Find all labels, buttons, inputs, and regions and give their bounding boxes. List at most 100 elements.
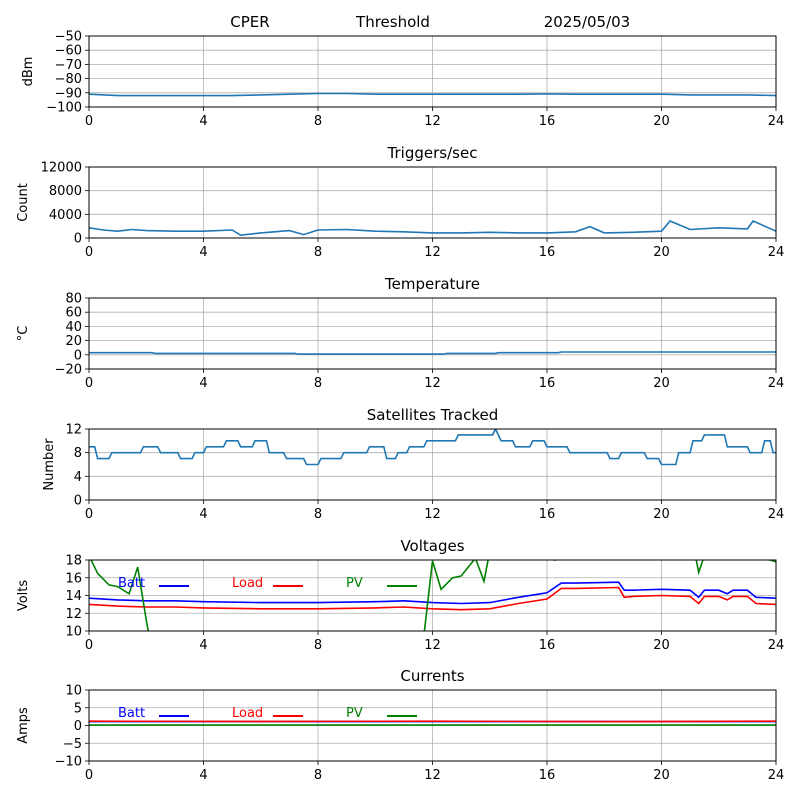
series-line-0 xyxy=(89,351,776,355)
x-tick-label: 20 xyxy=(653,245,670,260)
y-tick-label: −10 xyxy=(55,755,82,770)
legend-label-pv: PV xyxy=(346,576,363,591)
y-tick-label: 10 xyxy=(65,684,82,699)
x-tick-label: 12 xyxy=(424,507,441,522)
axes-frame xyxy=(88,559,777,632)
y-tick-label: 16 xyxy=(65,571,82,586)
axes-frame xyxy=(88,689,777,762)
x-tick-label: 16 xyxy=(539,638,556,653)
x-tick-label: 4 xyxy=(199,376,207,391)
series-line-pv xyxy=(90,560,776,631)
x-tick-label: 0 xyxy=(85,376,93,391)
x-tick-label: 24 xyxy=(768,768,785,783)
y-tick-label: 8000 xyxy=(49,184,82,199)
header-date: 2025/05/03 xyxy=(544,13,630,31)
y-tick-label: −5 xyxy=(63,737,82,752)
x-tick-label: 20 xyxy=(653,638,670,653)
y-axis-label: °C xyxy=(16,326,31,342)
x-tick-label: 4 xyxy=(199,507,207,522)
y-tick-label: 40 xyxy=(65,320,82,335)
x-tick-label: 0 xyxy=(85,245,93,260)
panel-title: Satellites Tracked xyxy=(367,406,498,424)
x-tick-label: 8 xyxy=(314,245,322,260)
x-tick-label: 8 xyxy=(314,768,322,783)
x-tick-label: 8 xyxy=(314,507,322,522)
panel-title: Currents xyxy=(400,667,464,685)
x-tick-label: 4 xyxy=(199,245,207,260)
axes-frame xyxy=(88,166,777,239)
legend-label-pv: PV xyxy=(346,706,363,721)
x-tick-label: 16 xyxy=(539,245,556,260)
y-tick-label: 0 xyxy=(74,494,82,509)
y-tick-label: −80 xyxy=(55,72,82,87)
y-tick-label: 0 xyxy=(74,232,82,247)
x-tick-label: 20 xyxy=(653,114,670,129)
y-tick-label: 14 xyxy=(65,589,82,604)
y-tick-label: 4000 xyxy=(49,208,82,223)
x-tick-label: 16 xyxy=(539,507,556,522)
y-tick-label: −60 xyxy=(55,44,82,59)
y-tick-label: 0 xyxy=(74,719,82,734)
axes-frame xyxy=(88,35,777,108)
header-mode: Threshold xyxy=(355,13,430,31)
x-tick-label: 24 xyxy=(768,245,785,260)
legend-label-batt: Batt xyxy=(118,706,145,721)
x-tick-label: 16 xyxy=(539,114,556,129)
x-tick-label: 8 xyxy=(314,376,322,391)
x-tick-label: 0 xyxy=(85,638,93,653)
x-tick-label: 0 xyxy=(85,507,93,522)
y-tick-label: 0 xyxy=(74,348,82,363)
panel-4: Voltages 0 4 8 12 16 20 24 10 12 14 16 18 Volts Batt Lo… xyxy=(16,537,784,653)
plots: 0 4 8 12 16 20 24−100−90−80−70−60−50dBmTrigger… xyxy=(16,30,784,784)
y-tick-label: 5 xyxy=(74,701,82,716)
y-tick-label: 18 xyxy=(65,554,82,569)
series-line-0 xyxy=(89,92,776,97)
y-axis-label: Number xyxy=(42,438,57,491)
x-tick-label: 20 xyxy=(653,768,670,783)
y-tick-label: 8 xyxy=(74,446,82,461)
series-line-0 xyxy=(89,220,776,237)
x-tick-label: 0 xyxy=(85,768,93,783)
x-tick-label: 12 xyxy=(424,638,441,653)
axes-frame xyxy=(88,297,777,370)
panel-title: Triggers/sec xyxy=(387,144,478,162)
panel-title: Temperature xyxy=(384,275,480,293)
y-tick-label: −70 xyxy=(55,58,82,73)
y-tick-label: 60 xyxy=(65,306,82,321)
y-tick-label: 80 xyxy=(65,292,82,307)
y-tick-label: −100 xyxy=(46,101,82,116)
x-tick-label: 20 xyxy=(653,376,670,391)
x-tick-label: 12 xyxy=(424,245,441,260)
y-tick-label: 4 xyxy=(74,470,82,485)
x-tick-label: 8 xyxy=(314,114,322,129)
series-line-load xyxy=(89,586,776,611)
series-line-batt xyxy=(89,581,776,605)
y-axis-label: Count xyxy=(16,183,31,222)
y-axis-label: Amps xyxy=(16,707,31,744)
x-tick-label: 12 xyxy=(424,768,441,783)
panel-1: Triggers/sec 0 4 8 12 16 20 24 0 4000 8000 12000 Cou… xyxy=(16,144,784,260)
legend-label-load: Load xyxy=(232,706,263,721)
y-tick-label: 12 xyxy=(65,423,82,438)
panel-title: Voltages xyxy=(400,537,464,555)
panel-3: Satellites Tracked 0 4 8 12 16 20 24 0 4 8 12 Number xyxy=(42,406,784,522)
x-tick-label: 24 xyxy=(768,376,785,391)
axes-frame xyxy=(88,428,777,501)
x-tick-label: 4 xyxy=(199,768,207,783)
x-tick-label: 4 xyxy=(199,638,207,653)
x-tick-label: 24 xyxy=(768,114,785,129)
x-tick-label: 12 xyxy=(424,114,441,129)
x-tick-label: 0 xyxy=(85,114,93,129)
y-tick-label: 20 xyxy=(65,334,82,349)
x-tick-label: 8 xyxy=(314,638,322,653)
y-axis-label: Volts xyxy=(16,580,31,612)
y-tick-label: 10 xyxy=(65,625,82,640)
header-site: CPER xyxy=(230,13,269,31)
panel-5: Currents 0 4 8 12 16 20 24 −10 −5 0 5 10 Amps Batt Load… xyxy=(16,667,784,783)
y-tick-label: −90 xyxy=(55,86,82,101)
panel-0: 0 4 8 12 16 20 24 −100−90−80−70−60−50 dBm xyxy=(21,30,784,130)
x-tick-label: 24 xyxy=(768,507,785,522)
